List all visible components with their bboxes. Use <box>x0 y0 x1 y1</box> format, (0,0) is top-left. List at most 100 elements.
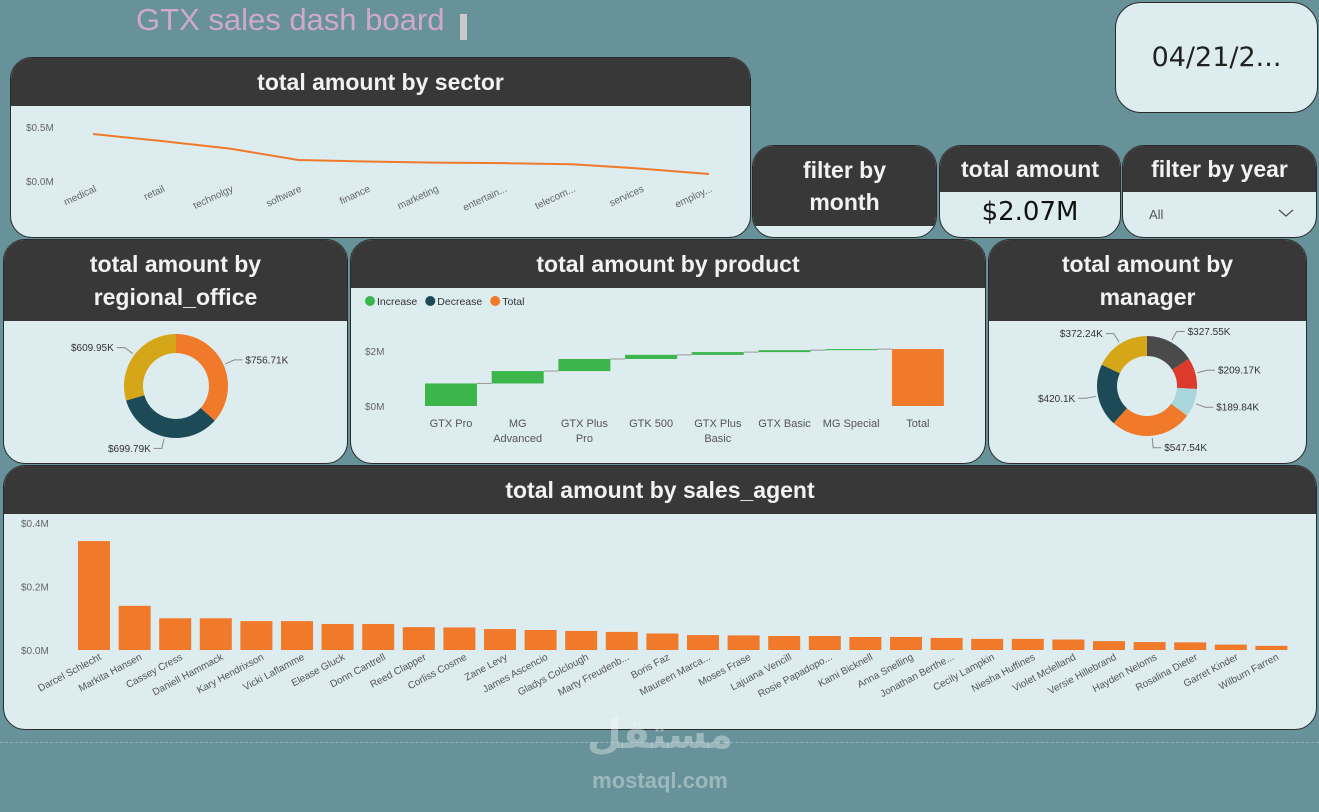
watermark-arabic: مستقل <box>586 712 734 758</box>
panel-header: total amount by sector <box>11 58 750 106</box>
x-tick-label: GTX Basic <box>758 418 811 430</box>
chart-title: total amount by manager <box>1061 251 1234 310</box>
donut-slice <box>1113 403 1188 436</box>
dropdown-chevron[interactable] <box>1278 208 1294 218</box>
x-tick-label: Maureen Marca... <box>638 652 712 699</box>
legend-swatch <box>365 296 375 306</box>
x-tick-label: medical <box>62 184 98 209</box>
bar <box>758 350 811 353</box>
legend-label: Total <box>502 296 524 308</box>
card-title: total amount <box>961 155 1099 182</box>
x-tick-label: GTX Plus Basic <box>694 418 742 445</box>
chart: $0.0M $0.5M medical retail technolgy software… <box>26 123 714 214</box>
leader-line <box>1078 395 1097 399</box>
bar <box>727 635 760 650</box>
bar <box>484 629 516 650</box>
legend-swatch <box>490 296 501 306</box>
agent-panel: total amount by sales_agent $0.0M $0.2M $0… <box>3 465 1317 730</box>
donut-slice <box>1171 387 1197 416</box>
month-filter[interactable]: filter by month <box>752 145 937 238</box>
x-tick-label: MG Special <box>822 418 880 430</box>
chart: $756.71K $699.79K $609.95K <box>71 334 289 455</box>
bar <box>890 636 922 650</box>
donut-slice <box>1172 358 1197 390</box>
panel-header: total amount by product <box>351 240 985 288</box>
x-tick-label: Daniell Hammack <box>151 651 226 698</box>
chart-title: total amount by sales_agent <box>505 476 815 503</box>
bar <box>1133 642 1166 650</box>
bar <box>565 630 598 650</box>
manager-panel: total amount by manager $327.55K $209.17K… <box>988 239 1307 464</box>
dropdown-value[interactable]: All <box>1149 207 1164 222</box>
bar <box>691 352 744 355</box>
card-title: filter by month <box>802 156 887 215</box>
x-tick-label-box: Total <box>906 418 930 430</box>
legend-label: Increase <box>377 296 417 308</box>
y-tick-label: $0.4M <box>21 519 49 530</box>
bar <box>281 621 313 650</box>
y-tick-label: $2M <box>365 347 384 358</box>
x-tick-label: GTK 500 <box>629 418 674 430</box>
bar <box>443 627 476 650</box>
bar <box>159 618 192 650</box>
x-tick-label: finance <box>338 184 372 208</box>
x-tick-label: telecom... <box>533 184 577 212</box>
x-tick-label-box: GTX Basic <box>758 418 811 430</box>
bar <box>1011 638 1044 650</box>
leader-line <box>1151 437 1162 449</box>
data-label: $372.24K <box>1060 329 1103 340</box>
year-filter: filter by year All <box>1122 145 1317 238</box>
data-label: $189.84K <box>1216 403 1259 414</box>
x-tick-label: technolgy <box>192 184 235 212</box>
x-tick-label: services <box>608 184 646 209</box>
leader-line <box>116 347 134 355</box>
x-tick-label: software <box>265 184 304 210</box>
y-tick-label: $0M <box>365 402 384 413</box>
x-tick-label: GTX Plus Pro <box>560 418 608 445</box>
panel-header: filter by month <box>753 146 936 226</box>
donut-slice <box>123 334 176 401</box>
bar <box>524 629 557 650</box>
card-title: filter by year <box>1151 155 1288 182</box>
bar <box>118 605 151 650</box>
x-tick-label: retail <box>142 184 166 203</box>
y-tick-label: $0.5M <box>26 123 54 134</box>
x-tick-label-box: MG Advanced <box>493 418 542 445</box>
bar <box>646 633 679 650</box>
title-marker <box>460 14 467 40</box>
data-label: $209.17K <box>1218 366 1261 377</box>
x-tick-label-box: GTK 500 <box>629 418 674 430</box>
bar <box>971 638 1004 650</box>
chart-title: total amount by product <box>536 250 800 277</box>
regional-panel: total amount by regional_office $756.71K… <box>3 239 348 464</box>
legend-swatch <box>425 296 436 306</box>
chart: $327.55K $209.17K $189.84K $547.54K $420.1K $… <box>1038 327 1261 454</box>
x-tick-label-box: GTX Plus Basic <box>694 418 742 445</box>
bar <box>425 383 477 406</box>
total-card: total amount $2.07M <box>939 145 1121 238</box>
bar <box>930 637 963 650</box>
product-panel: total amount by product $0M $2M Increase De… <box>350 239 986 464</box>
bar <box>825 349 878 351</box>
y-tick-label: $0.2M <box>21 583 49 594</box>
chart: $0M $2M Increase Decrease Total GTX Pro MG Adv… <box>365 296 944 445</box>
card-value: $2.07M <box>981 197 1079 227</box>
date-card[interactable]: 04/21/2... <box>1115 2 1318 113</box>
x-tick-label-box: GTX Pro <box>430 418 473 430</box>
x-tick-label: Total <box>906 418 930 430</box>
data-label: $699.79K <box>108 444 151 455</box>
x-tick-label: Versie Hillebrand <box>1046 652 1118 697</box>
x-tick-label-box: GTX Plus Pro <box>560 418 608 445</box>
leader-line <box>1171 331 1185 341</box>
bar <box>605 631 638 650</box>
bar <box>687 635 719 650</box>
chart-title: total amount by sector <box>257 68 504 95</box>
bar <box>1255 645 1288 650</box>
x-tick-label-box: MG Special <box>822 418 880 430</box>
data-label: $609.95K <box>71 343 114 354</box>
bar <box>78 541 110 650</box>
x-tick-label: marketing <box>396 184 440 213</box>
bar <box>849 636 882 650</box>
